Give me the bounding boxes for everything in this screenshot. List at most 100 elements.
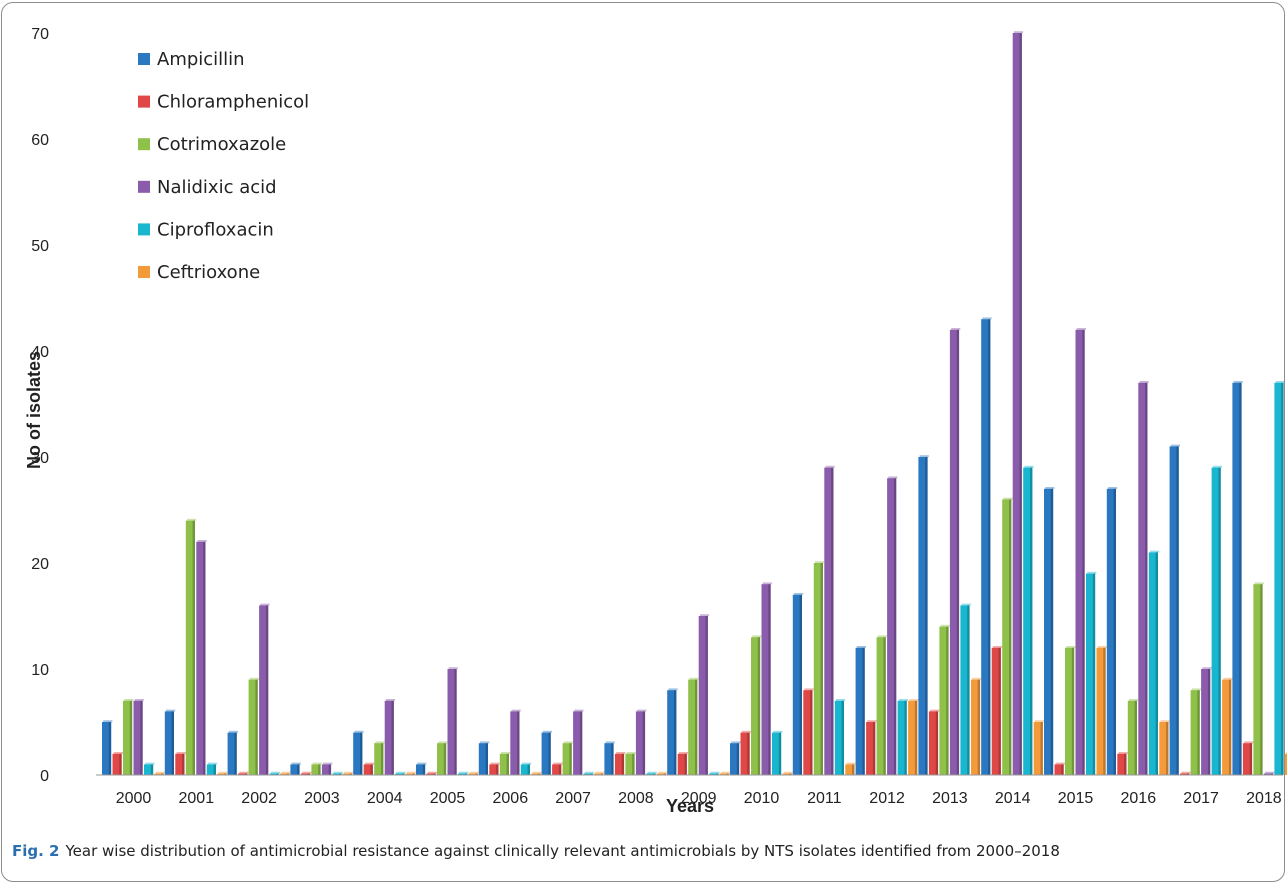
bar (1096, 646, 1107, 775)
bar-body (133, 700, 143, 775)
bar (981, 317, 992, 775)
bar-top (647, 771, 657, 774)
bar-body (656, 773, 667, 775)
bar (876, 635, 887, 775)
bar-shade (161, 773, 164, 775)
bar-shade (925, 457, 928, 775)
bar-body (395, 773, 405, 775)
bar (604, 741, 615, 775)
bar-top (281, 771, 291, 774)
bar-body (834, 700, 844, 775)
bar-shade (1113, 488, 1116, 775)
bar-top (1170, 444, 1180, 447)
bar-shade (150, 764, 154, 775)
bar (1232, 381, 1243, 775)
bar-shade (1040, 722, 1043, 775)
bar-body (164, 711, 174, 775)
bar (1274, 381, 1285, 775)
bar (499, 752, 511, 775)
bar-shade (1207, 669, 1211, 775)
figure-caption-text: Year wise distribution of antimicrobial … (65, 842, 1060, 860)
bar-body (102, 722, 112, 775)
bar-body (520, 764, 530, 775)
bar (824, 465, 835, 775)
bar-shade (611, 743, 614, 775)
bar (667, 688, 678, 775)
bar-shade (527, 764, 530, 775)
bar-body (196, 541, 206, 775)
legend: Ampicillin Chloramphenicol Cotrimoxazole Na… (138, 49, 309, 283)
x-tick-label: 2003 (304, 790, 340, 807)
bar-body (740, 732, 750, 775)
bar-top (1003, 497, 1013, 500)
bar-shade (286, 773, 290, 775)
legend-label: Chloramphenicol (157, 92, 309, 113)
bar (740, 730, 751, 775)
bar-top (532, 771, 542, 774)
bar-top (1055, 762, 1065, 765)
bar-shade (642, 711, 646, 775)
bar-shade (1186, 773, 1190, 775)
bar-top (249, 677, 259, 680)
bar-body (112, 753, 122, 775)
bar-body (1201, 669, 1211, 775)
bar-top (522, 762, 532, 765)
bar (154, 771, 165, 775)
bar-body (855, 647, 865, 775)
bar-chart: 0 10 20 30 40 50 60 70 2000 2001 2002 2003 2004 2005… (24, 26, 1287, 816)
bar-body (238, 773, 248, 775)
bar-top (542, 730, 552, 733)
bar-top (1013, 31, 1024, 34)
bar-shade (1145, 382, 1148, 775)
bar-shade (810, 690, 813, 775)
bar (290, 762, 301, 775)
bar-body (374, 743, 384, 775)
bar (583, 771, 594, 775)
bar (635, 709, 647, 775)
bar-shade (1009, 499, 1012, 775)
bar-body (1044, 488, 1054, 775)
bar-top (124, 699, 134, 701)
bar-top (961, 603, 971, 606)
bar-top (867, 720, 877, 723)
bar-body (1253, 584, 1263, 775)
bar-body (939, 626, 949, 775)
bar-shade (558, 764, 562, 775)
bar-body (489, 764, 499, 775)
legend-swatch (138, 53, 150, 65)
bar-top (553, 762, 563, 765)
bar (1065, 646, 1076, 775)
legend-swatch (138, 180, 150, 193)
bar-shade (1218, 467, 1221, 775)
bar-shade (182, 753, 185, 775)
bar-shade (935, 711, 939, 775)
bar-body (175, 753, 185, 775)
bar-body (1127, 700, 1137, 775)
bar-top (1275, 381, 1285, 383)
bar-top (836, 699, 846, 701)
bar (562, 741, 573, 775)
bar (520, 762, 532, 775)
bar-shade (391, 700, 394, 775)
bar-body (185, 520, 195, 775)
bar (416, 762, 427, 775)
bar-body (447, 669, 457, 775)
x-tick-label: 2013 (932, 790, 968, 807)
bar-shade (789, 773, 792, 775)
bar-body (332, 773, 342, 775)
bar-top (563, 741, 573, 744)
x-tick-label: 2016 (1121, 790, 1157, 807)
bar-shade (946, 626, 949, 775)
bar (834, 699, 846, 775)
bar (1044, 487, 1055, 775)
bar (960, 603, 971, 775)
bar (541, 730, 552, 775)
bar-body (1242, 743, 1253, 775)
x-axis-ticks: 2000 2001 2002 2003 2004 2005 2006 2007 2008 2009… (116, 790, 1282, 807)
bar-shade (852, 764, 855, 775)
bar-shade (475, 773, 478, 775)
bar-top (815, 561, 825, 564)
bar-body (248, 679, 258, 775)
bar (1033, 720, 1045, 775)
